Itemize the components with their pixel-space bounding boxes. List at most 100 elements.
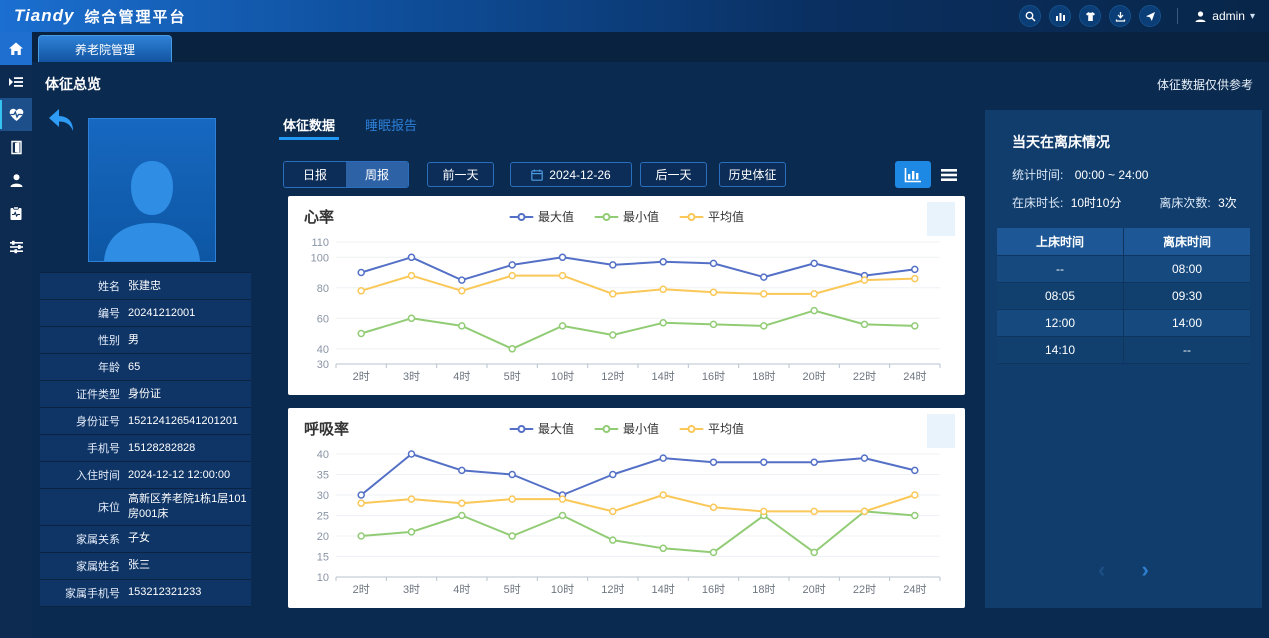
- page-prev-icon[interactable]: ‹: [1098, 557, 1106, 582]
- stat-time-line: 统计时间: 00:00 ~ 24:00: [1012, 166, 1148, 183]
- svg-text:3时: 3时: [403, 370, 420, 383]
- bed-table-cell: 14:10: [997, 337, 1124, 364]
- date-picker[interactable]: 2024-12-26: [510, 162, 632, 187]
- user-menu[interactable]: admin ▾: [1194, 9, 1255, 23]
- chart-header: 心率 最大值 最小值 平均值: [288, 196, 965, 236]
- person-icon: [10, 174, 22, 187]
- patient-info-row: 家属手机号 153212321233: [40, 579, 251, 607]
- svg-text:4时: 4时: [453, 583, 470, 596]
- chart-view-icon: [904, 167, 921, 182]
- patient-info-row: 家属关系 子女: [40, 525, 251, 553]
- door-icon: [10, 140, 22, 155]
- history-vitals-button[interactable]: 历史体征: [719, 162, 786, 187]
- patient-info-row: 年龄 65: [40, 354, 251, 381]
- send-icon[interactable]: [1139, 5, 1162, 27]
- list-icon: [9, 76, 23, 87]
- legend-label: 最小值: [622, 210, 660, 224]
- top-right-actions: admin ▾: [1019, 5, 1255, 27]
- info-value: 子女: [128, 532, 150, 545]
- svg-text:16时: 16时: [702, 370, 725, 383]
- info-value: 男: [128, 333, 139, 346]
- info-value: 65: [128, 360, 141, 373]
- svg-text:30: 30: [317, 490, 329, 502]
- bed-table-cell: 08:00: [1124, 256, 1250, 283]
- legend-item[interactable]: 最小值: [593, 208, 660, 225]
- legend-item[interactable]: 平均值: [679, 420, 744, 437]
- info-value: 张建忠: [128, 279, 161, 292]
- svg-text:40: 40: [317, 344, 329, 356]
- info-label: 证件类型: [76, 389, 120, 401]
- svg-text:80: 80: [317, 283, 329, 295]
- respiration-rate-chart: 10 15 20 25 30 35 40 2时 3时 4时 5时 10时 12时 14时 16时 18时 20时…: [296, 446, 965, 604]
- patient-info-table: 姓名 张建忠 编号 20241212001 性别男年龄 65 证件类型 身份证 身份证号 1521…: [40, 272, 251, 607]
- avatar: [104, 161, 200, 261]
- list-view-button[interactable]: [931, 161, 967, 188]
- chart-plot: 30 40 60 80 100 110 2时 3时 4时 5时 10时 12时 14时 16时 18时 20时…: [311, 237, 941, 383]
- back-button[interactable]: [46, 108, 76, 139]
- info-value: 15128282828: [128, 441, 196, 454]
- chart-title: 心率: [304, 209, 335, 226]
- svg-text:14时: 14时: [652, 583, 675, 596]
- patient-info-row: 家属姓名 张三: [40, 552, 251, 580]
- svg-text:16时: 16时: [702, 583, 725, 596]
- chart-toolbox[interactable]: [927, 414, 955, 448]
- sidebar: [0, 32, 32, 638]
- patient-info-row: 床位 高新区养老院1栋1层101房001床: [40, 489, 251, 526]
- info-value: 153212321233: [128, 586, 202, 599]
- bed-table-cell: 14:00: [1124, 310, 1250, 337]
- sidebar-item-report[interactable]: [0, 197, 32, 230]
- svg-text:100: 100: [311, 252, 329, 264]
- sidebar-item-door[interactable]: [0, 131, 32, 164]
- tab-nursing-home[interactable]: 养老院管理: [38, 35, 172, 63]
- info-label: 床位: [98, 501, 120, 514]
- next-day-button[interactable]: 后一天: [640, 162, 707, 187]
- svg-text:2时: 2时: [353, 583, 370, 596]
- bar-chart-icon[interactable]: [1049, 5, 1072, 27]
- legend-item[interactable]: 平均值: [679, 208, 744, 225]
- info-label: 入住时间: [76, 470, 120, 482]
- sidebar-item-vitals[interactable]: [0, 98, 32, 131]
- patient-info-row: 身份证号 152124126541201201: [40, 408, 251, 435]
- bed-table-cell: 08:05: [997, 283, 1124, 310]
- chart-toolbox[interactable]: [927, 202, 955, 236]
- legend-item[interactable]: 最大值: [508, 420, 574, 437]
- bed-table-row: 08:05 09:30: [997, 283, 1250, 310]
- legend-item[interactable]: 最大值: [508, 208, 574, 225]
- tab-vital-data[interactable]: 体征数据: [278, 115, 340, 140]
- legend-line-icon: [508, 424, 533, 434]
- back-arrow-icon: [49, 109, 74, 131]
- patient-info-row: 手机号 15128282828: [40, 435, 251, 462]
- heart-rate-card: 心率 最大值 最小值 平均值 30 40 60 80 100 110 2时 3时 4时 5时 10时 12…: [288, 196, 965, 395]
- info-label: 家属关系: [76, 533, 120, 546]
- sidebar-item-home[interactable]: [0, 32, 32, 65]
- leave-count: 离床次数: 3次: [1159, 196, 1237, 210]
- bed-table-cell: --: [1124, 337, 1250, 364]
- info-label: 家属姓名: [76, 560, 120, 573]
- search-icon[interactable]: [1019, 5, 1042, 27]
- svg-text:20: 20: [317, 531, 329, 543]
- svg-text:25: 25: [317, 511, 329, 523]
- tab-sleep-report[interactable]: 睡眠报告: [365, 118, 418, 133]
- sidebar-item-list[interactable]: [0, 65, 32, 98]
- user-name: admin: [1212, 9, 1245, 23]
- shirt-icon[interactable]: [1079, 5, 1102, 27]
- sidebar-item-person[interactable]: [0, 164, 32, 197]
- svg-text:12时: 12时: [601, 370, 624, 383]
- info-label: 身份证号: [76, 416, 120, 428]
- previous-day-button[interactable]: 前一天: [427, 162, 494, 187]
- bed-panel-title: 当天在离床情况: [1012, 134, 1110, 150]
- daily-report-button[interactable]: 日报: [284, 162, 346, 187]
- page-next-icon[interactable]: ›: [1141, 557, 1149, 582]
- chart-view-button[interactable]: [895, 161, 931, 188]
- chart-plot: 10 15 20 25 30 35 40 2时 3时 4时 5时 10时 12时 14时 16时 18时 20时…: [317, 449, 941, 596]
- bed-table-header-cell: 离床时间: [1124, 228, 1250, 256]
- heart-pulse-icon: [9, 108, 23, 121]
- chart-legend: 最大值 最小值 平均值: [508, 208, 744, 225]
- legend-item[interactable]: 最小值: [593, 420, 659, 437]
- info-value: 张三: [128, 559, 150, 572]
- svg-text:4时: 4时: [453, 370, 470, 383]
- page-title: 体征总览: [45, 76, 101, 92]
- download-icon[interactable]: [1109, 5, 1132, 27]
- sidebar-item-settings[interactable]: [0, 230, 32, 263]
- weekly-report-button[interactable]: 周报: [346, 162, 408, 187]
